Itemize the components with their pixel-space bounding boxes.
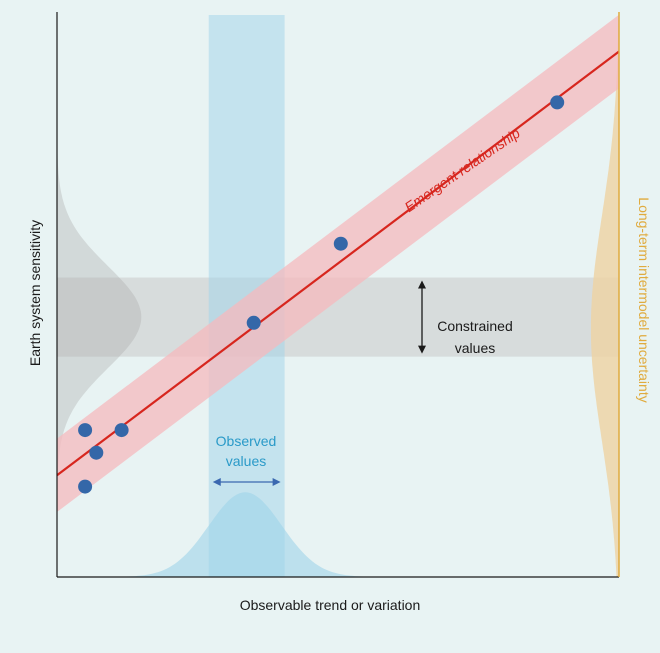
constrained-label-line2: values [455, 340, 495, 356]
prior-distribution [57, 12, 142, 577]
axes-layer [56, 12, 620, 578]
data-point [114, 423, 129, 438]
observed-arrow-head-left [212, 478, 221, 486]
relationship-layer [56, 14, 620, 513]
constrained-arrow-head-up [418, 280, 426, 289]
constrained-label-line1: Constrained [437, 318, 513, 334]
data-point [78, 479, 93, 494]
points-layer [78, 95, 565, 494]
x-axis-label: Observable trend or variation [240, 597, 421, 613]
constrained-arrow-head-down [418, 345, 426, 354]
data-point [89, 445, 104, 460]
data-point [246, 315, 261, 330]
observed-distribution [57, 492, 619, 577]
y-axis-label: Earth system sensitivity [27, 220, 43, 366]
distributions-layer [57, 12, 619, 577]
observed-label-line2: values [226, 453, 266, 469]
observed-label-line1: Observed [216, 433, 277, 449]
data-point [550, 95, 565, 110]
data-point [333, 236, 348, 251]
long-term-distribution [590, 12, 619, 577]
data-point [78, 423, 93, 438]
observed-arrow-head-right [272, 478, 281, 486]
relationship-line [56, 50, 620, 477]
right-axis-label: Long-term intermodel uncertainty [636, 197, 652, 402]
